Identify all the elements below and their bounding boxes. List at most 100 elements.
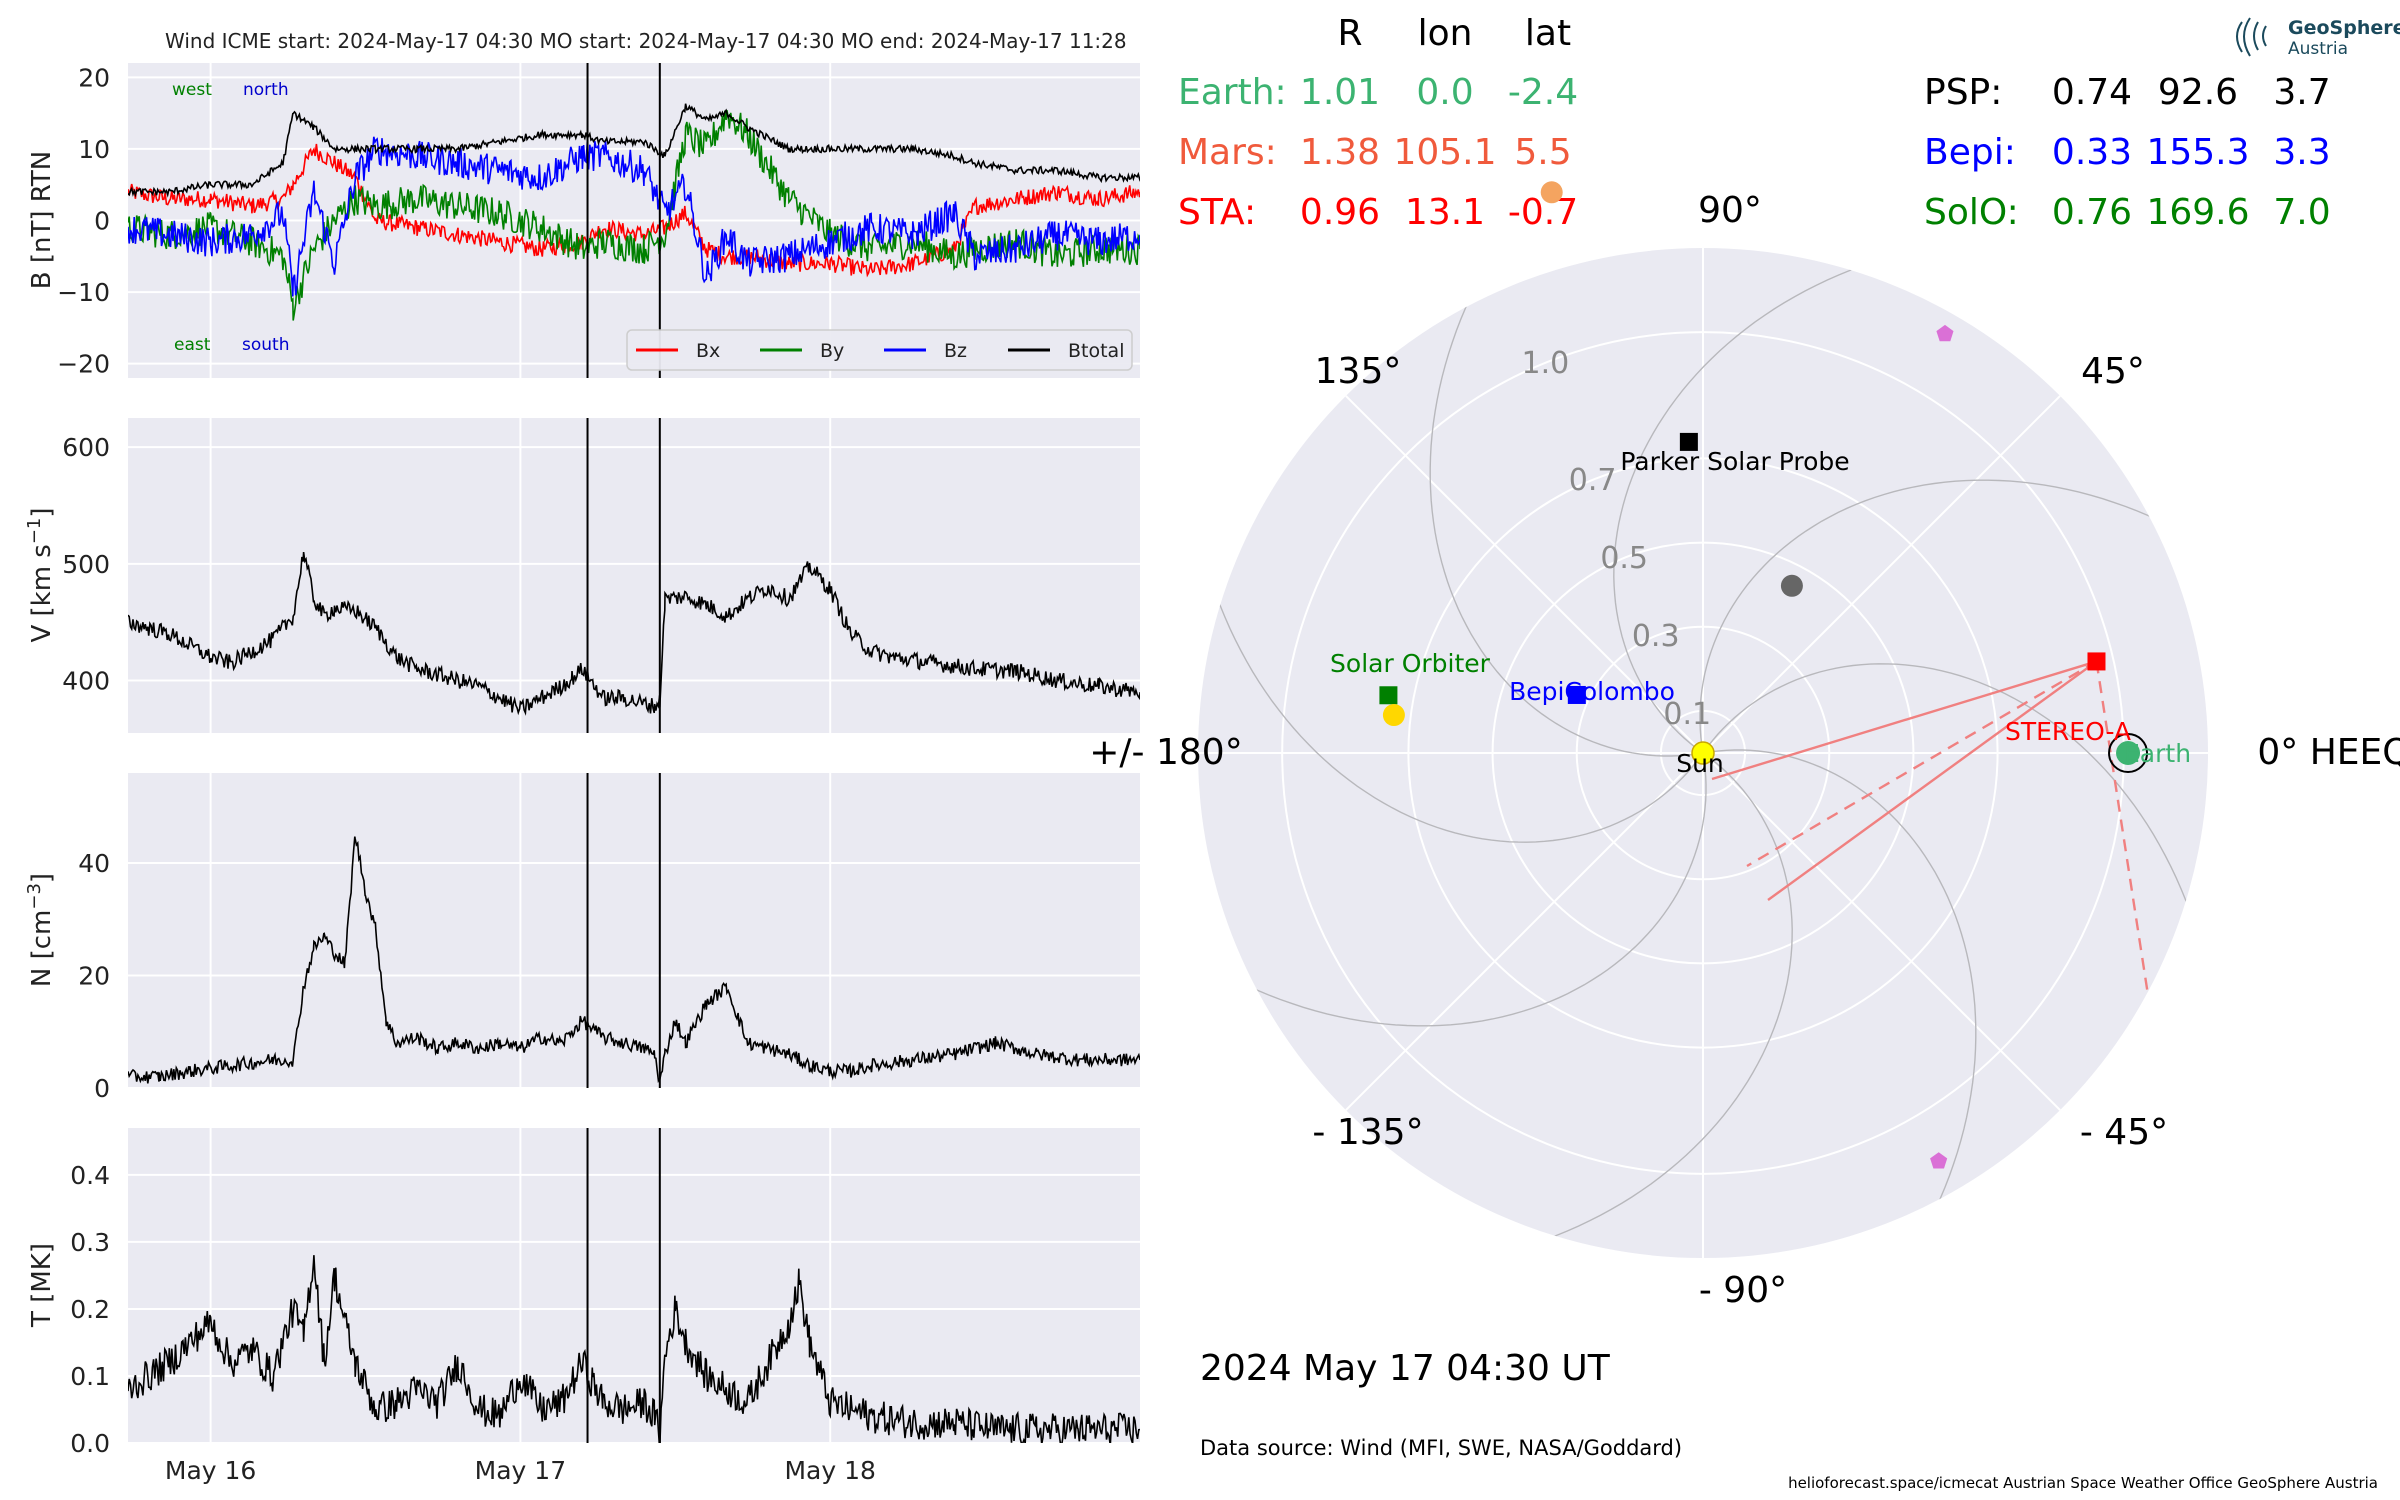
table-cell: 0.76	[2052, 192, 2132, 233]
radial-tick-label: 0.3	[1632, 619, 1680, 654]
date-label: 2024 May 17 04:30 UT	[1200, 1348, 1611, 1389]
y-axis-label: B [nT] RTN	[27, 151, 57, 290]
y-tick-label: 0	[94, 1074, 110, 1103]
table-cell: 0.96	[1300, 192, 1380, 233]
body-label-stereo-a: STEREO-A	[2005, 717, 2131, 746]
body-marker-solar-orbiter	[1379, 686, 1398, 705]
logo-name: GeoSphere	[2288, 17, 2400, 39]
y-tick-label: 0.4	[70, 1161, 110, 1190]
table-cell: Mars:	[1178, 132, 1277, 173]
y-tick-label: 40	[78, 849, 110, 878]
table-cell: -2.4	[1508, 72, 1578, 113]
body-marker-marker	[1936, 324, 1954, 342]
polar-position-plot: 0.1 0.3 0.5 0.7 1.0 0° HEEQ 45° 90° 135° +/- 180°…	[1089, 181, 2400, 1311]
angular-grid-line	[1702, 395, 2061, 754]
legend-by: By	[820, 340, 844, 362]
angular-grid-line	[1702, 752, 2061, 1111]
legend-btotal: Btotal	[1068, 340, 1124, 362]
table-cell: PSP:	[1924, 72, 2002, 113]
series-line-bx	[128, 143, 1140, 278]
table-header-lon: lon	[1418, 13, 1473, 54]
annotation-north: north	[243, 80, 289, 100]
geosphere-logo: GeoSphere Austria	[2236, 17, 2400, 59]
y-tick-label: 600	[62, 433, 110, 462]
radial-tick-label: 0.7	[1569, 463, 1617, 498]
body-marker-stereo-a	[2087, 652, 2106, 671]
table-cell: 0.33	[2052, 132, 2132, 173]
legend-bx: Bx	[696, 340, 720, 362]
body-label-bepicolombo: BepiColombo	[1509, 677, 1675, 706]
body-label-solar-orbiter: Solar Orbiter	[1330, 649, 1491, 678]
table-cell: 1.38	[1300, 132, 1380, 173]
table-cell: 105.1	[1393, 132, 1496, 173]
table-cell: 155.3	[2146, 132, 2249, 173]
angular-grid-line	[1345, 395, 1704, 754]
radial-tick-label: 0.1	[1663, 697, 1711, 732]
y-tick-label: 0.1	[70, 1362, 110, 1391]
logo-subtitle: Austria	[2288, 39, 2348, 59]
angle-label: 90°	[1698, 190, 1762, 231]
y-axis-label: N [cm−3]	[24, 873, 57, 987]
angle-label: 135°	[1315, 351, 1402, 392]
body-marker-marker	[1540, 181, 1563, 204]
table-cell: 0.74	[2052, 72, 2132, 113]
fov-line	[1767, 660, 2098, 901]
fov-line	[2095, 661, 2150, 996]
table-header-r: R	[1337, 13, 1362, 54]
annotation-west: west	[172, 80, 212, 100]
y-tick-label: 10	[78, 135, 110, 164]
magnetic-field-panel: Wind ICME start: 2024-May-17 04:30 MO st…	[27, 29, 1140, 379]
angle-label: - 90°	[1699, 1270, 1787, 1311]
table-cell: 3.3	[2273, 132, 2330, 173]
y-tick-label: −10	[57, 278, 110, 307]
legend-bz: Bz	[944, 340, 967, 362]
table-cell: 1.01	[1300, 72, 1380, 113]
y-tick-label: 20	[78, 63, 110, 92]
table-cell: STA:	[1178, 192, 1256, 233]
table-cell: 7.0	[2273, 192, 2330, 233]
y-tick-label: 0.3	[70, 1228, 110, 1257]
y-tick-label: 0	[94, 207, 110, 236]
plot-background	[128, 1128, 1140, 1443]
x-tick-label: May 16	[165, 1456, 256, 1485]
body-marker-sun	[1691, 741, 1715, 765]
table-cell: 92.6	[2158, 72, 2238, 113]
data-source: Data source: Wind (MFI, SWE, NASA/Goddar…	[1200, 1436, 1682, 1460]
table-cell: 13.1	[1405, 192, 1485, 233]
y-tick-label: 20	[78, 962, 110, 991]
density-panel: 0 20 40 N [cm−3]	[24, 773, 1140, 1103]
y-tick-label: 0.0	[70, 1429, 110, 1458]
series-line-data	[128, 836, 1140, 1084]
body-marker-parker-solar-probe	[1679, 432, 1698, 451]
legend: Bx By Bz Btotal	[626, 329, 1133, 371]
stereo-a-fov-lines	[1711, 660, 2150, 996]
table-cell: 0.0	[1416, 72, 1473, 113]
radial-tick-label: 1.0	[1521, 346, 1569, 381]
table-cell: Earth:	[1178, 72, 1287, 113]
annotation-east: east	[174, 335, 211, 355]
body-marker-marker	[1382, 704, 1405, 727]
series-line-data	[128, 551, 1140, 716]
legend-box	[626, 329, 1133, 371]
table-cell: 169.6	[2146, 192, 2249, 233]
series-line-btotal	[128, 103, 1140, 198]
table-cell: SolO:	[1924, 192, 2019, 233]
series-line-data	[128, 1255, 1140, 1443]
table-cell: 5.5	[1514, 132, 1571, 173]
earth-ring	[2108, 733, 2149, 773]
series-line-bz	[128, 136, 1140, 297]
y-tick-label: 400	[62, 667, 110, 696]
x-tick-label: May 18	[784, 1456, 875, 1485]
logo-swirl-icon	[2236, 17, 2267, 57]
angle-label: - 45°	[2080, 1112, 2168, 1153]
speed-panel: 400 500 600 V [km s−1]	[24, 418, 1140, 733]
annotation-south: south	[242, 335, 289, 355]
y-tick-label: 500	[62, 550, 110, 579]
body-marker-bepicolombo	[1567, 685, 1586, 704]
body-label-earth: Earth	[2124, 739, 2191, 768]
body-label-parker-solar-probe: Parker Solar Probe	[1620, 447, 1849, 476]
table-header-lat: lat	[1525, 13, 1571, 54]
radial-tick-label: 0.5	[1600, 541, 1648, 576]
table-cell: 3.7	[2273, 72, 2330, 113]
